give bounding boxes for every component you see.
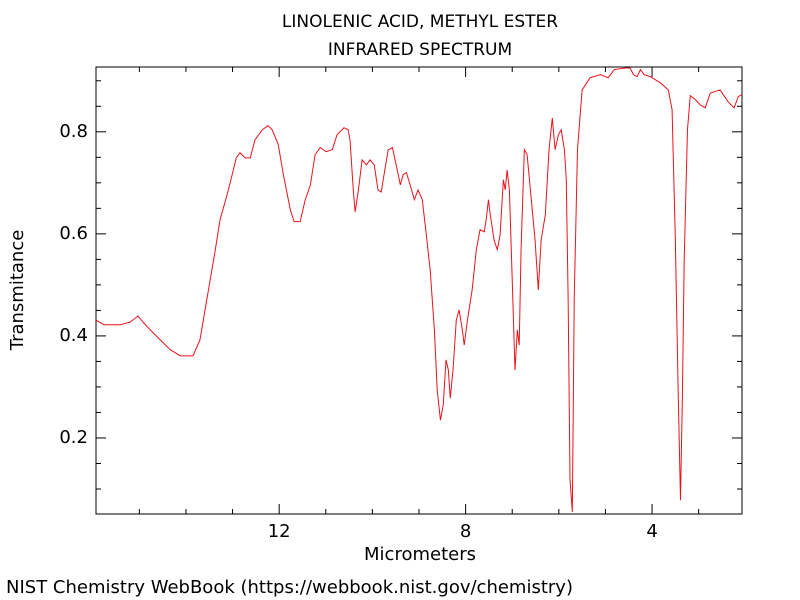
y-axis-label: Transmitance xyxy=(7,230,28,352)
chart-subtitle: INFRARED SPECTRUM xyxy=(328,40,512,60)
chart-title: LINOLENIC ACID, METHYL ESTER xyxy=(282,12,558,32)
spectrum-line xyxy=(95,67,743,512)
y-tick-label: 0.6 xyxy=(59,223,88,244)
y-tick-label: 0.4 xyxy=(59,325,88,346)
y-tick-label: 0.8 xyxy=(59,121,88,142)
x-tick-label: 4 xyxy=(646,521,657,542)
footer: NIST Chemistry WebBook (https://webbook.… xyxy=(6,577,573,598)
x-tick-label: 12 xyxy=(268,521,291,542)
x-axis-label: Micrometers xyxy=(364,544,476,565)
plot-frame xyxy=(95,66,743,515)
y-tick-label: 0.2 xyxy=(59,427,88,448)
x-tick-label: 8 xyxy=(460,521,471,542)
